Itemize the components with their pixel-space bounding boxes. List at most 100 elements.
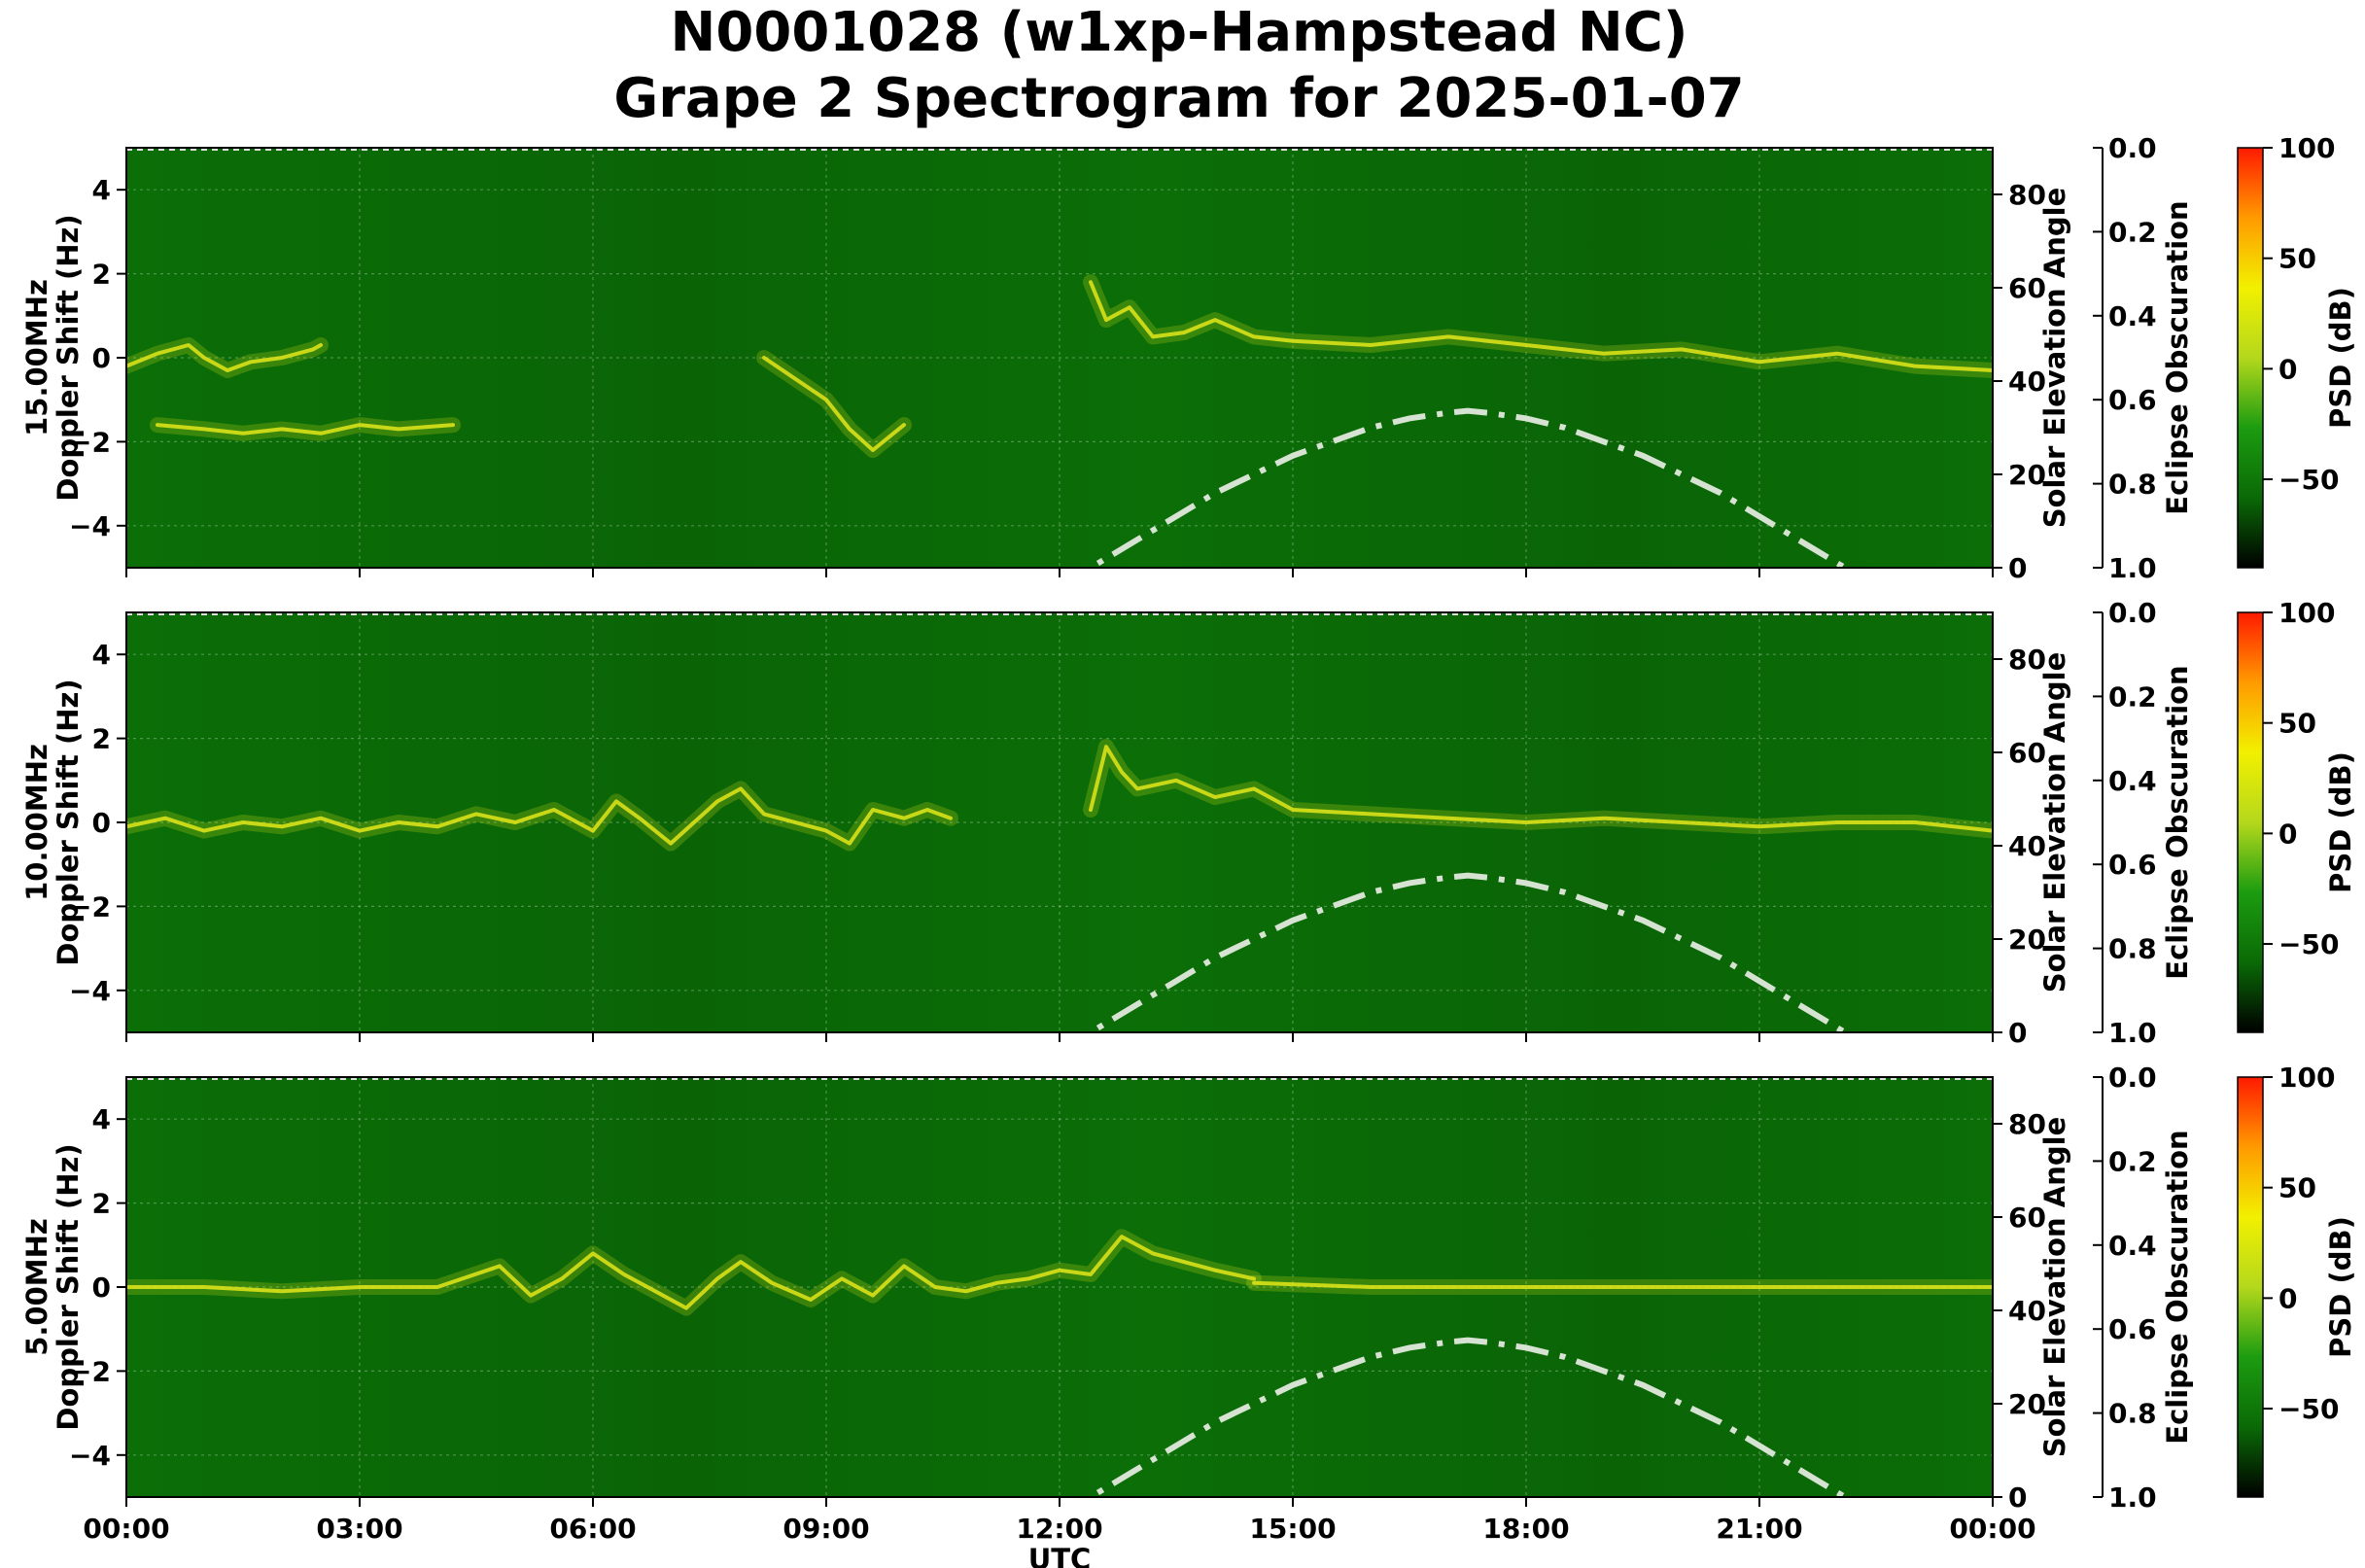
solar-tick-label: 60 [2008,1202,2046,1234]
doppler-traces [126,1229,1993,1316]
colorbar-tick-label: 50 [2278,243,2316,275]
eclipse-tick-label: 0.6 [2108,1313,2157,1345]
psd-colorbar [2237,611,2264,1033]
eclipse-tick-label: 0.8 [2108,469,2157,501]
solar-tick-label: 20 [2008,1388,2046,1420]
doppler-trace [1089,280,1993,372]
y-tick-label: 2 [92,723,111,755]
y-tick-label: −2 [69,1355,111,1387]
y-tick-label: 2 [92,259,111,291]
colorbar-tick-label: 100 [2278,132,2335,164]
eclipse-tick-label: 0.4 [2108,300,2157,332]
figure-title-line1: N0001028 (w1xp-Hampstead NC) [671,1,1688,64]
doppler-trace [762,356,906,452]
eclipse-tick-label: 1.0 [2108,552,2157,584]
colorbar-tick-label: 50 [2278,1172,2316,1204]
y-axis-label: Doppler Shift (Hz) [52,214,85,501]
colorbar-tick-label: 0 [2278,1282,2297,1314]
solar-tick-label: 20 [2008,923,2046,956]
doppler-trace [126,1235,1256,1310]
colorbar-tick-label: 0 [2278,818,2297,850]
doppler-trace [126,343,323,372]
solar-tick-label: 60 [2008,737,2046,769]
eclipse-tick-label: 0.2 [2108,1145,2157,1177]
doppler-trace [1252,1280,1993,1289]
solar-tick-label: 40 [2008,830,2046,862]
psd-colorbar [2237,147,2264,569]
colorbar-tick-label: 0 [2278,353,2297,385]
figure-title-line2: Grape 2 Spectrogram for 2025-01-07 [613,67,1744,130]
x-axis-label: UTC [1028,1543,1092,1568]
y-tick-label: −2 [69,890,111,923]
x-tick-label: 00:00 [83,1513,169,1545]
colorbar-tick-label: 100 [2278,1062,2335,1094]
eclipse-tick-label: 0.8 [2108,1398,2157,1430]
solar-tick-label: 40 [2008,366,2046,398]
colorbar-label: PSD (dB) [2324,751,2357,893]
colorbar-label: PSD (dB) [2324,287,2357,429]
x-tick-label: 03:00 [316,1513,402,1545]
y-tick-label: −2 [69,426,111,458]
solar-tick-label: 0 [2008,1481,2027,1514]
solar-tick-label: 40 [2008,1295,2046,1327]
colorbar-tick-label: −50 [2278,928,2339,960]
solar-tick-label: 80 [2008,179,2046,211]
y-tick-label: 2 [92,1188,111,1220]
eclipse-axis-label: Eclipse Obscuration [2161,200,2194,514]
solar-elevation-axis-label: Solar Elevation Angle [2038,1117,2071,1458]
y-tick-label: 4 [92,174,111,206]
plot-background [126,148,1993,568]
eclipse-tick-label: 0.4 [2108,765,2157,797]
eclipse-tick-label: 0.4 [2108,1230,2157,1262]
eclipse-tick-label: 0.0 [2108,1062,2157,1094]
eclipse-tick-label: 0.0 [2108,597,2157,629]
y-tick-label: −4 [69,1440,111,1472]
eclipse-tick-label: 0.8 [2108,933,2157,965]
y-tick-label: −4 [69,975,111,1007]
x-tick-label: 06:00 [549,1513,636,1545]
colorbar-tick-label: 50 [2278,708,2316,740]
solar-elevation-curve [1085,407,1851,568]
solar-tick-label: 60 [2008,272,2046,304]
eclipse-tick-label: 0.2 [2108,216,2157,248]
x-tick-label: 15:00 [1249,1513,1336,1545]
x-tick-label: 18:00 [1482,1513,1569,1545]
doppler-traces [126,739,1993,852]
doppler-trace [1089,745,1993,833]
eclipse-tick-label: 1.0 [2108,1017,2157,1049]
panel-frequency-label: 5.00MHz [20,1218,53,1356]
x-tick-label: 21:00 [1716,1513,1802,1545]
colorbar-tick-label: 100 [2278,597,2335,629]
y-tick-label: 0 [92,342,111,374]
solar-elevation-curve [1085,872,1851,1032]
solar-tick-label: 0 [2008,552,2027,584]
doppler-trace [156,423,455,436]
solar-tick-label: 80 [2008,1108,2046,1140]
eclipse-tick-label: 0.0 [2108,132,2157,164]
x-tick-label: 09:00 [783,1513,869,1545]
x-tick-label: 12:00 [1016,1513,1102,1545]
solar-tick-label: 0 [2008,1017,2027,1049]
eclipse-tick-label: 0.2 [2108,680,2157,713]
eclipse-axis-label: Eclipse Obscuration [2161,1130,2194,1444]
panel-frequency-label: 10.00MHz [20,744,53,901]
y-tick-label: 0 [92,807,111,839]
eclipse-axis-label: Eclipse Obscuration [2161,665,2194,979]
x-tick-label: 00:00 [1949,1513,2035,1545]
eclipse-tick-label: 1.0 [2108,1481,2157,1514]
solar-tick-label: 80 [2008,644,2046,676]
psd-colorbar [2237,1076,2264,1498]
colorbar-tick-label: −50 [2278,464,2339,496]
doppler-traces [126,274,1993,458]
colorbar-label: PSD (dB) [2324,1216,2357,1358]
y-axis-label: Doppler Shift (Hz) [52,679,85,965]
solar-tick-label: 20 [2008,459,2046,491]
y-tick-label: −4 [69,510,111,542]
solar-elevation-axis-label: Solar Elevation Angle [2038,652,2071,993]
panel-frequency-label: 15.00MHz [20,279,53,436]
eclipse-tick-label: 0.6 [2108,384,2157,416]
